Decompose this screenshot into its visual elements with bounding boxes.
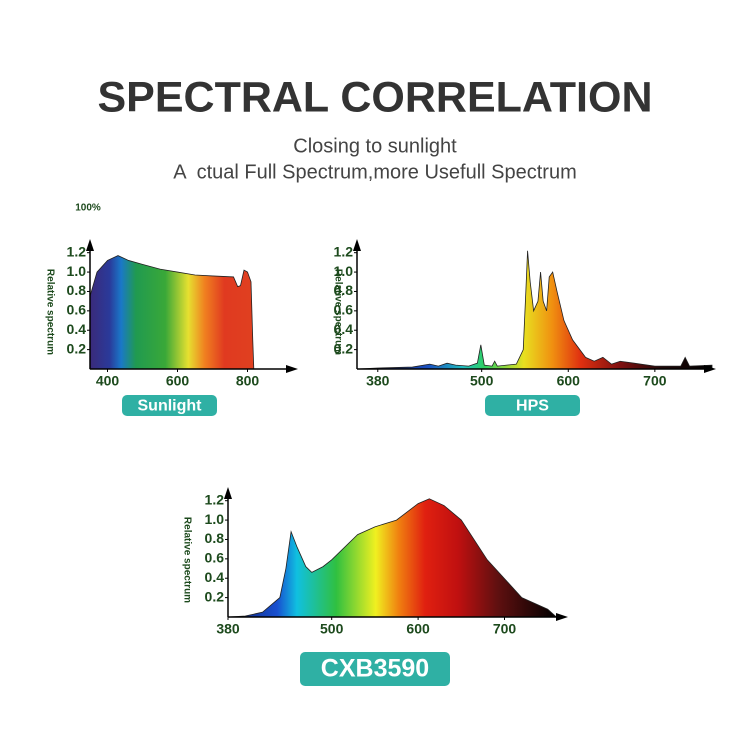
y-tick-label: 1.2: [334, 243, 354, 259]
subtitle: Closing to sunlight: [293, 135, 457, 157]
y-tick-label: 0.8: [334, 282, 354, 298]
x-tick-label: 700: [493, 621, 517, 637]
x-axis-arrow: [286, 365, 298, 373]
spectrum-area: [356, 250, 713, 370]
x-tick-label: 400: [96, 373, 120, 389]
y-tick-label: 0.4: [205, 569, 225, 585]
x-tick-label: 800: [236, 373, 260, 389]
spectrum-area: [227, 498, 558, 618]
y-tick-label: 1.0: [205, 511, 225, 527]
page-title: SPECTRAL CORRELATION: [97, 73, 652, 121]
x-tick-label: 700: [643, 373, 667, 389]
y-tick-label: 0.8: [67, 282, 87, 298]
x-tick-label: 380: [366, 373, 390, 389]
x-tick-label: 500: [470, 373, 494, 389]
y-tick-label: 1.0: [334, 263, 354, 279]
badge-label: CXB3590: [321, 655, 429, 683]
spectrum-area: [89, 255, 255, 370]
y-axis-arrow: [224, 487, 232, 499]
y-axis-arrow: [86, 239, 94, 251]
y-tick-label: 0.6: [67, 302, 87, 318]
y-axis-arrow: [353, 239, 361, 251]
y-axis-label: Relative spectrum: [44, 269, 55, 355]
y-tick-label: 0.8: [205, 530, 225, 546]
y-tick-label: 1.0: [67, 263, 87, 279]
y-tick-label: 1.2: [205, 491, 225, 507]
badge-label: HPS: [516, 398, 549, 415]
x-tick-label: 380: [216, 621, 240, 637]
x-tick-label: 600: [406, 621, 430, 637]
badge-label: Sunlight: [138, 398, 203, 415]
x-tick-label: 600: [557, 373, 581, 389]
x-axis-arrow: [704, 365, 716, 373]
x-tick-label: 600: [166, 373, 190, 389]
badge: [122, 395, 217, 416]
tagline: A ctual Full Spectrum,more Usefull Spect…: [173, 161, 576, 183]
y-tick-label: 0.2: [334, 340, 354, 356]
x-tick-label: 500: [320, 621, 344, 637]
y-tick-label: 0.4: [334, 321, 354, 337]
badge: [300, 652, 450, 686]
y-axis-label: Relative spectrum: [332, 269, 343, 355]
annotation: 100%: [75, 203, 101, 214]
y-tick-label: 1.2: [67, 243, 87, 259]
y-axis-label: Relative spectrum: [181, 517, 192, 603]
y-tick-label: 0.6: [334, 302, 354, 318]
x-axis-arrow: [556, 613, 568, 621]
y-tick-label: 0.2: [67, 340, 87, 356]
y-tick-label: 0.4: [67, 321, 87, 337]
y-tick-label: 0.2: [205, 588, 225, 604]
badge: [485, 395, 580, 416]
y-tick-label: 0.6: [205, 550, 225, 566]
